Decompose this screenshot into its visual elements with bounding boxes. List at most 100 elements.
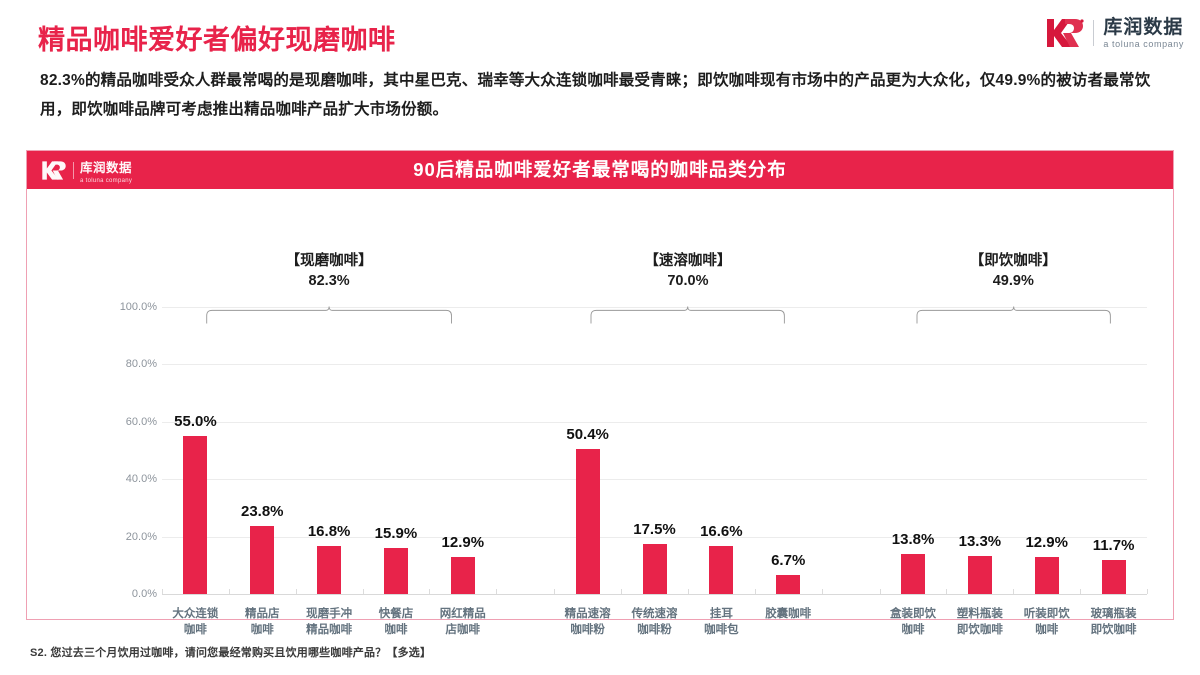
- panel-brand-name-cn: 库润数据: [80, 160, 133, 175]
- bar-value-label: 17.5%: [633, 520, 676, 538]
- group-bracket: [169, 305, 489, 325]
- bar-value-label: 16.8%: [307, 522, 351, 540]
- chart-panel: 库润数据 a toluna company 90后精品咖啡爱好者最常喝的咖啡品类…: [26, 150, 1174, 636]
- x-axis-category-label: 网红精品 店咖啡: [439, 608, 486, 636]
- bar[interactable]: [183, 436, 208, 594]
- group-bracket: [887, 305, 1140, 325]
- x-axis-tick: [228, 589, 230, 594]
- x-axis-category-label: 快餐店 咖啡: [378, 608, 414, 636]
- bar[interactable]: [317, 545, 342, 594]
- subtitle: 82.3%的精品咖啡受众人群最常喝的是现磨咖啡，其中星巴克、瑞幸等大众连锁咖啡最…: [40, 72, 1151, 118]
- bar[interactable]: [901, 554, 926, 594]
- brand-name-en: a toluna company: [1103, 38, 1184, 49]
- bar[interactable]: [642, 543, 667, 594]
- group-bracket: [561, 305, 814, 325]
- gridline: [162, 536, 1147, 538]
- x-axis-tick: [1080, 589, 1082, 594]
- x-axis-tick: [429, 589, 431, 594]
- footnote: S2. 您过去三个月饮用过咖啡，请问您最经常购买且饮用哪些咖啡产品？【多选】: [30, 647, 432, 659]
- bar-value-label: 6.7%: [771, 551, 806, 569]
- x-axis-tick: [162, 589, 163, 594]
- y-axis-tick-label: 80.0%: [125, 358, 157, 371]
- chart-plot-region: 100.0% 80.0% 60.0% 40.0% 20.0% 0.0% 55.0% 23.8…: [27, 189, 1173, 636]
- x-axis-tick: [754, 589, 756, 594]
- plot-area: 55.0% 23.8% 16.8% 15.9% 12.9% 50.4% 17.5% 16.6%…: [162, 307, 1148, 595]
- x-axis-category-label: 精品店 咖啡: [245, 608, 280, 636]
- x-axis-tick: [821, 589, 823, 594]
- gridline: [162, 364, 1147, 366]
- x-axis-category-label: 大众连锁 咖啡: [172, 608, 219, 636]
- bar-value-label: 13.8%: [891, 531, 935, 549]
- x-axis-tick: [1013, 589, 1015, 594]
- panel-brand-text: 库润数据 a toluna company: [80, 157, 132, 184]
- x-axis-tick: [362, 589, 364, 594]
- y-axis-tick-label: 0.0%: [131, 588, 157, 600]
- bar-value-label: 55.0%: [174, 413, 217, 431]
- x-axis-tick: [621, 589, 623, 594]
- gridline: [162, 307, 1147, 308]
- x-axis-category-label: 盒装即饮 咖啡: [890, 608, 937, 636]
- y-axis-tick-label: 60.0%: [125, 415, 157, 428]
- group-caption-value: 49.9%: [992, 273, 1034, 289]
- group-caption-name: 【即饮咖啡】: [969, 253, 1057, 269]
- y-axis-tick-label: 100.0%: [119, 301, 157, 313]
- group-caption: 【速溶咖啡】 70.0%: [538, 251, 838, 291]
- group-caption-value: 82.3%: [308, 273, 350, 289]
- bar[interactable]: [967, 555, 992, 594]
- bar-value-label: 13.3%: [958, 532, 1002, 550]
- chart-panel-header: 库润数据 a toluna company 90后精品咖啡爱好者最常喝的咖啡品类…: [27, 151, 1173, 189]
- gridline: [162, 421, 1147, 423]
- bar-value-label: 11.7%: [1092, 537, 1135, 555]
- group-caption: 【即饮咖啡】 49.9%: [863, 251, 1163, 291]
- kr-logo-icon: [41, 160, 67, 181]
- bar[interactable]: [575, 449, 600, 594]
- x-axis-category-label: 听装即饮 咖啡: [1023, 608, 1070, 636]
- group-caption-name: 【速溶咖啡】: [644, 253, 732, 269]
- y-axis-tick-label: 40.0%: [125, 473, 157, 486]
- group-caption-name: 【现磨咖啡】: [285, 253, 373, 269]
- panel-brand-name-en: a toluna company: [80, 177, 133, 184]
- page-title: 精品咖啡爱好者偏好现磨咖啡: [38, 25, 396, 55]
- x-axis-category-label: 胶囊咖啡: [765, 608, 812, 620]
- bar[interactable]: [1034, 556, 1059, 594]
- group-caption: 【现磨咖啡】 82.3%: [179, 251, 479, 291]
- bar-value-label: 50.4%: [566, 426, 609, 444]
- bar[interactable]: [383, 548, 408, 594]
- panel-brand-divider: [73, 161, 74, 179]
- y-axis: 100.0% 80.0% 60.0% 40.0% 20.0% 0.0%: [105, 301, 157, 600]
- bar[interactable]: [776, 574, 801, 594]
- x-axis-category-label: 玻璃瓶装 即饮咖啡: [1090, 608, 1137, 636]
- x-axis-tick: [879, 589, 881, 594]
- brand-text: 库润数据 a toluna company: [1103, 18, 1184, 49]
- gridline: [162, 594, 1147, 595]
- bar[interactable]: [1101, 560, 1126, 594]
- x-axis-tick: [946, 589, 948, 594]
- bar[interactable]: [450, 556, 475, 594]
- x-axis-tick: [496, 589, 498, 594]
- bar-value-label: 23.8%: [240, 502, 284, 520]
- x-axis-tick: [554, 589, 556, 594]
- panel-brand-logo: 库润数据 a toluna company: [41, 157, 132, 184]
- brand-logo: 库润数据 a toluna company: [1045, 14, 1184, 52]
- bar[interactable]: [709, 546, 734, 594]
- bar-value-label: 15.9%: [374, 525, 418, 543]
- x-axis-tick: [295, 589, 297, 594]
- group-caption-value: 70.0%: [667, 273, 709, 289]
- bar[interactable]: [250, 525, 275, 594]
- bar-value-label: 12.9%: [441, 533, 485, 551]
- brand-divider: [1093, 20, 1095, 46]
- x-axis-category-label: 精品速溶 咖啡粉: [564, 608, 611, 636]
- chart-title: 90后精品咖啡爱好者最常喝的咖啡品类分布: [413, 159, 787, 180]
- x-axis-tick: [1147, 589, 1148, 594]
- x-axis-category-label: 传统速溶 咖啡粉: [631, 608, 678, 636]
- bar-value-label: 16.6%: [700, 523, 743, 541]
- y-axis-tick-label: 20.0%: [125, 530, 157, 543]
- bar-value-label: 12.9%: [1025, 533, 1068, 551]
- x-axis-tick: [687, 589, 689, 594]
- kr-logo-icon: [1045, 17, 1085, 49]
- x-axis-category-label: 现磨手冲 精品咖啡: [306, 608, 353, 636]
- x-axis-category-label: 塑料瓶装 即饮咖啡: [956, 608, 1003, 636]
- brand-name-cn: 库润数据: [1103, 16, 1184, 38]
- x-axis-category-label: 挂耳 咖啡包: [704, 608, 739, 636]
